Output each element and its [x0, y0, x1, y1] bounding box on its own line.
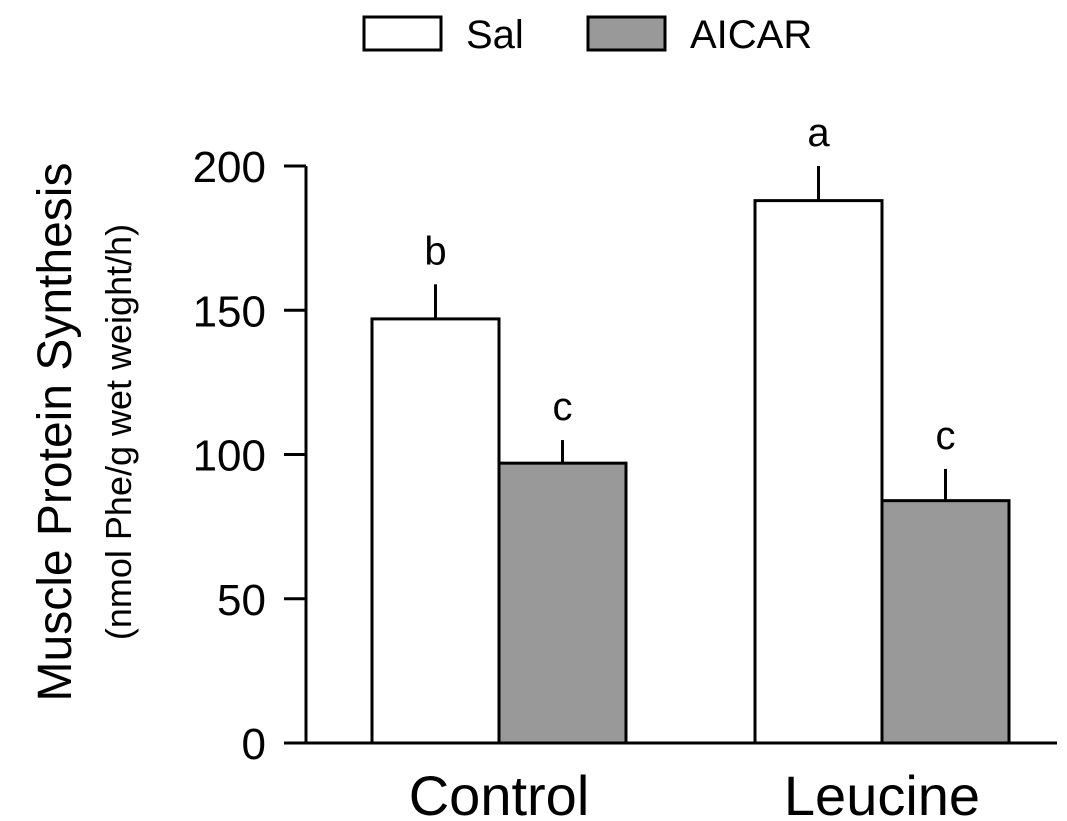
bar [497, 461, 628, 745]
y-axis-title: Muscle Protein Synthesis (nmol Phe/g wet… [29, 163, 139, 702]
y-tick-label: 150 [193, 287, 266, 336]
legend: Sal AICAR [362, 13, 812, 57]
bar [370, 317, 501, 745]
x-category-label: Control [409, 764, 590, 821]
legend-swatch [586, 15, 667, 52]
legend-swatch [362, 15, 443, 52]
bar [753, 199, 884, 745]
y-axis-label: Muscle Protein Synthesis [29, 163, 82, 702]
bars: b a c c [370, 111, 1011, 745]
y-tick-label: 100 [193, 432, 266, 481]
y-axis: 0 50 100 150 200 [193, 143, 308, 769]
significance-letter: c [936, 414, 956, 458]
y-axis-units-label: (nmol Phe/g wet weight/h) [98, 224, 139, 640]
significance-letter: b [424, 229, 446, 273]
x-axis: Control Leucine [306, 741, 1057, 821]
x-category-label: Leucine [784, 764, 980, 821]
y-tick-label: 0 [242, 720, 266, 769]
bar [880, 499, 1011, 745]
y-tick-label: 200 [193, 143, 266, 192]
significance-letter: a [807, 111, 830, 155]
y-tick-label: 50 [217, 576, 266, 625]
legend-label: AICAR [690, 13, 812, 57]
legend-label: Sal [466, 13, 524, 57]
significance-letter: c [553, 385, 573, 429]
